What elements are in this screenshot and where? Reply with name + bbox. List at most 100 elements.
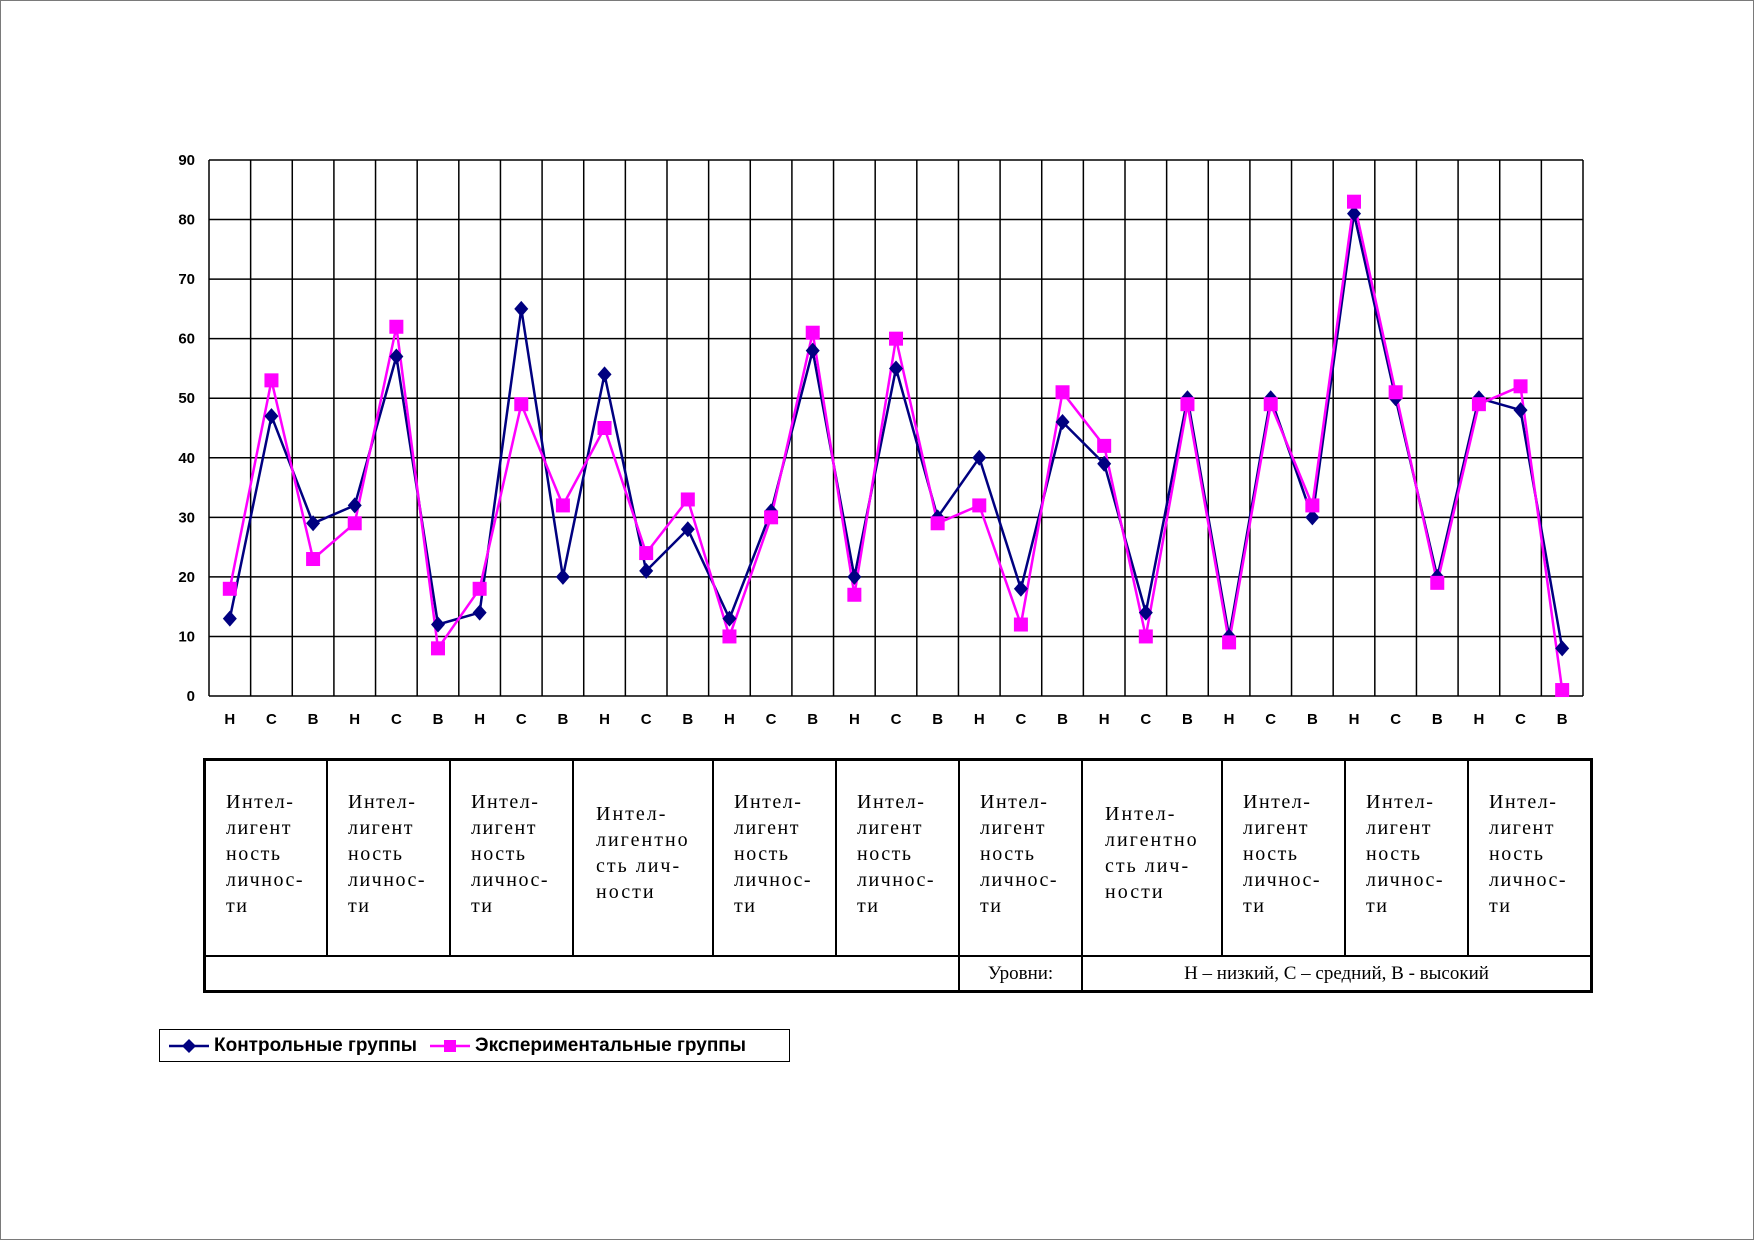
levels-label: Уровни: [958,955,1083,993]
category-label: Интел- лигентно сть лич- ности [596,803,690,903]
data-point-experimental [805,325,820,340]
x-tick-label: С [391,711,402,728]
x-tick-label: С [1015,711,1026,728]
data-point-experimental [972,498,987,513]
data-point-control [389,348,404,365]
data-point-experimental [722,629,737,644]
category-label: Интел- лигент ность личнос- ти [980,791,1058,917]
category-cell: Интел- лигент ность личнос- ти [958,758,1083,957]
x-tick-label: Н [849,711,860,728]
data-point-experimental [1138,629,1153,644]
data-point-experimental [847,587,862,602]
data-point-experimental [222,581,237,596]
grid [208,159,1584,697]
x-tick-label: С [516,711,527,728]
levels-row: Уровни: Н – низкий, С – средний, В - выс… [203,955,1593,993]
y-tick-label: 90 [178,152,195,169]
x-tick-label: С [766,711,777,728]
x-tick-label: Н [724,711,735,728]
series-lines [228,200,1564,691]
y-tick-label: 40 [178,450,195,467]
data-point-experimental [639,546,654,561]
data-point-experimental [555,498,570,513]
x-tick-label: Н [974,711,985,728]
x-tick-label: С [1140,711,1151,728]
x-tick-label: Н [474,711,485,728]
data-point-control [1013,580,1028,597]
category-row: Интел- лигент ность личнос- ти Интел- лиг… [203,758,1593,957]
data-point-experimental [306,552,321,567]
data-point-experimental [1388,385,1403,400]
x-tick-label: В [1182,711,1193,728]
x-tick-label: В [308,711,319,728]
x-tick-label: Н [1224,711,1235,728]
category-cell: Интел- лигентно сть лич- ности [572,758,714,957]
legend-item-control: Контрольные группы [166,1035,417,1057]
category-label: Интел- лигент ность личнос- ти [734,791,812,917]
category-cell: Интел- лигент ность личнос- ти [203,758,328,957]
data-point-experimental [597,421,612,435]
x-tick-label: Н [349,711,360,728]
data-point-experimental [889,331,903,346]
x-tick-label: В [1307,711,1318,728]
data-point-experimental [680,492,695,507]
data-point-experimental [1097,438,1112,453]
data-point-experimental [1555,683,1570,698]
data-point-experimental [264,373,279,388]
data-point-experimental [1471,397,1486,412]
data-point-experimental [1263,397,1278,412]
data-point-experimental [472,581,487,596]
x-tick-label: В [1432,711,1443,728]
y-tick-label: 80 [178,212,195,229]
category-label: Интел- лигент ность личнос- ти [1489,791,1567,917]
data-point-control [805,342,820,359]
legend: Контрольные группы Экспериментальные гру… [159,1029,790,1062]
data-point-control [306,515,321,532]
data-point-experimental [389,319,404,334]
data-point-experimental [514,397,529,412]
x-tick-label: В [682,711,693,728]
data-point-experimental [930,516,945,531]
legend-swatch-experimental [430,1039,471,1052]
legend-swatch-control [169,1038,209,1053]
data-point-control [1097,455,1112,472]
x-tick-label: С [1515,711,1526,728]
y-tick-label: 0 [187,688,195,705]
category-cell: Интел- лигент ность личнос- ти [1221,758,1346,957]
data-point-experimental [1013,617,1028,632]
y-tick-label: 10 [178,628,195,645]
x-tick-label: Н [1349,711,1360,728]
category-label: Интел- лигент ность личнос- ти [1243,791,1321,917]
x-tick-label: С [891,711,902,728]
data-point-control [1305,509,1320,526]
x-tick-label: Н [1473,711,1484,728]
data-point-control [722,610,737,627]
data-point-control [1055,414,1070,431]
y-tick-label: 30 [178,509,195,526]
x-tick-label: Н [224,711,235,728]
data-point-control [431,616,445,633]
data-point-control [347,497,362,514]
levels-empty-cell [203,955,960,993]
series-markers [222,194,1570,698]
data-point-control [555,568,570,585]
y-tick-label: 50 [178,390,195,407]
data-point-experimental [1222,635,1237,650]
x-tick-label: С [641,711,652,728]
data-point-control [639,562,654,579]
category-label: Интел- лигент ность личнос- ти [226,791,304,917]
data-point-experimental [1430,575,1445,590]
x-tick-label: В [557,711,568,728]
legend-label-control: Контрольные группы [214,1034,418,1056]
x-tick-label: В [1557,711,1568,728]
category-cell: Интел- лигент ность личнос- ти [1467,758,1593,957]
data-point-control [1138,604,1153,621]
data-point-experimental [431,641,445,656]
data-point-control [680,521,695,538]
category-label: Интел- лигент ность личнос- ти [348,791,426,917]
category-label: Интел- лигент ность личнос- ти [471,791,549,917]
category-label: Интел- лигент ность личнос- ти [1366,791,1444,917]
category-cell: Интел- лигентно сть лич- ности [1081,758,1223,957]
data-point-control [1347,205,1361,222]
